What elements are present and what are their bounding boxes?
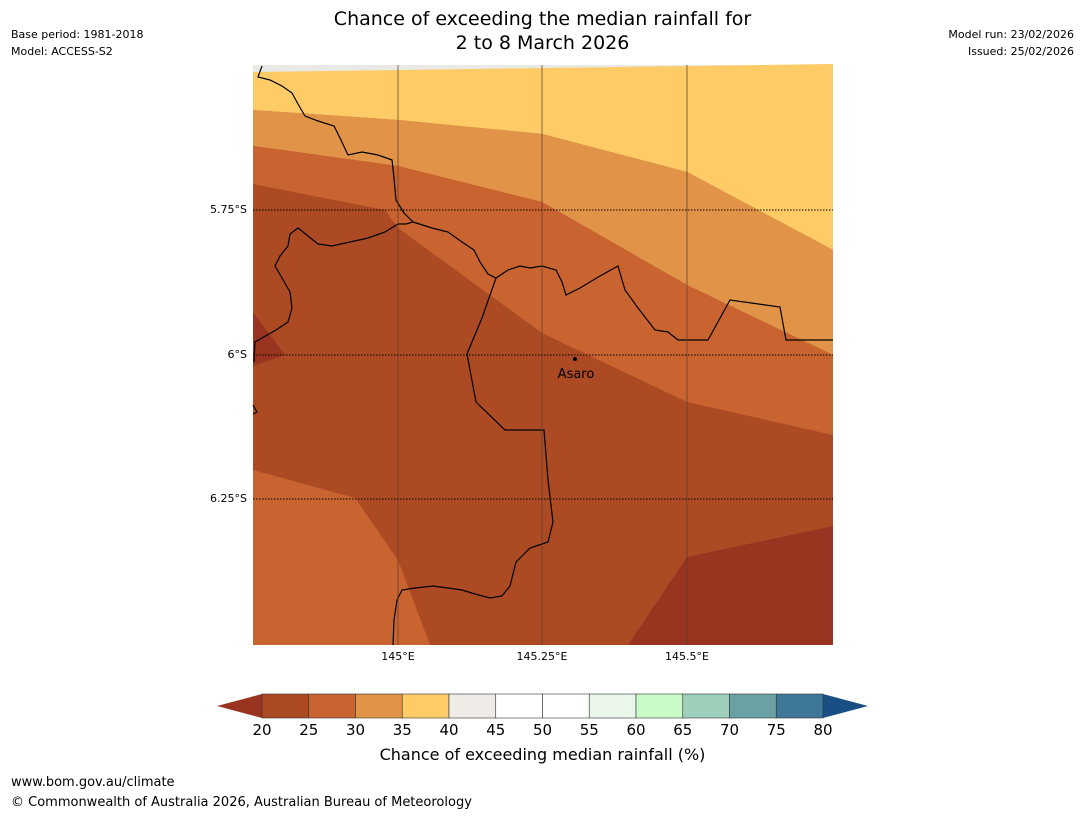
colorbar-tick-label: 40 [439, 721, 458, 739]
colorbar-tick-label: 80 [813, 721, 832, 739]
base-period-text: Base period: 1981-2018 [11, 28, 144, 41]
colorbar-segment [308, 693, 356, 719]
colorbar-over-arrow [823, 694, 868, 718]
meta-left: Base period: 1981-2018 Model: ACCESS-S2 [11, 26, 143, 60]
colorbar-segment [635, 693, 684, 719]
map-title: Chance of exceeding the median rainfall … [0, 7, 1085, 55]
colorbar: 20 25 30 35 40 45 50 55 60 65 70 75 80 [217, 693, 868, 739]
gridlines [253, 65, 833, 645]
colorbar-tick-label: 75 [767, 721, 786, 739]
colorbar-segment [261, 693, 310, 719]
colorbar-tick-label: 30 [346, 721, 365, 739]
colorbar-tick-label: 55 [580, 721, 599, 739]
map-panel[interactable]: 145°E 145.25°E 145.5°E 5.75°S 6°S 6.25°S… [210, 64, 833, 663]
lat-tick-6: 6°S [228, 348, 247, 361]
lon-tick-145-5: 145.5°E [665, 650, 709, 663]
west-edge-border [252, 404, 258, 415]
colorbar-tick-label: 65 [673, 721, 692, 739]
footer-url[interactable]: www.bom.gov.au/climate [11, 775, 175, 790]
colorbar-tick-label: 60 [626, 721, 645, 739]
asaro-label: Asaro [558, 367, 595, 382]
colorbar-segment [729, 693, 777, 719]
meta-right: Model run: 23/02/2026 Issued: 25/02/2026 [948, 26, 1074, 60]
footer-copyright: © Commonwealth of Australia 2026, Austra… [11, 795, 472, 810]
title-line-2: 2 to 8 March 2026 [455, 32, 630, 54]
band-30-35 [253, 110, 833, 355]
model-run-text: Model run: 23/02/2026 [948, 28, 1074, 41]
band-25-30-southwest [253, 470, 430, 645]
colorbar-segment [542, 693, 590, 719]
lat-tick-6-25: 6.25°S [210, 492, 247, 505]
lat-tick-5-75: 5.75°S [210, 203, 247, 216]
band-under-20-southeast [628, 526, 833, 645]
model-text: Model: ACCESS-S2 [11, 45, 113, 58]
colorbar-segments [261, 693, 824, 719]
colorbar-segment [448, 693, 497, 719]
title-line-1: Chance of exceeding the median rainfall … [333, 8, 752, 30]
colorbar-label: Chance of exceeding median rainfall (%) [379, 745, 706, 764]
lon-tick-145-25: 145.25°E [517, 650, 568, 663]
colorbar-segment [588, 693, 637, 719]
band-under-20-west [253, 312, 285, 366]
colorbar-under-arrow [217, 694, 262, 718]
colorbar-ticks: 20 25 30 35 40 45 50 55 60 65 70 75 80 [252, 721, 832, 739]
issued-text: Issued: 25/02/2026 [967, 45, 1074, 58]
colorbar-segment [495, 693, 543, 719]
colorbar-segment [775, 693, 824, 719]
colorbar-tick-label: 35 [393, 721, 412, 739]
asaro-marker[interactable] [573, 357, 577, 361]
colorbar-tick-label: 25 [299, 721, 318, 739]
provincial-border [412, 221, 833, 341]
colorbar-tick-label: 70 [720, 721, 739, 739]
colorbar-tick-label: 20 [252, 721, 271, 739]
colorbar-segment [401, 693, 450, 719]
colorbar-segment [682, 693, 730, 719]
colorbar-segment [355, 693, 403, 719]
lon-tick-145: 145°E [381, 650, 414, 663]
district-border [392, 277, 554, 646]
colorbar-tick-label: 50 [533, 721, 552, 739]
colorbar-tick-label: 45 [486, 721, 505, 739]
